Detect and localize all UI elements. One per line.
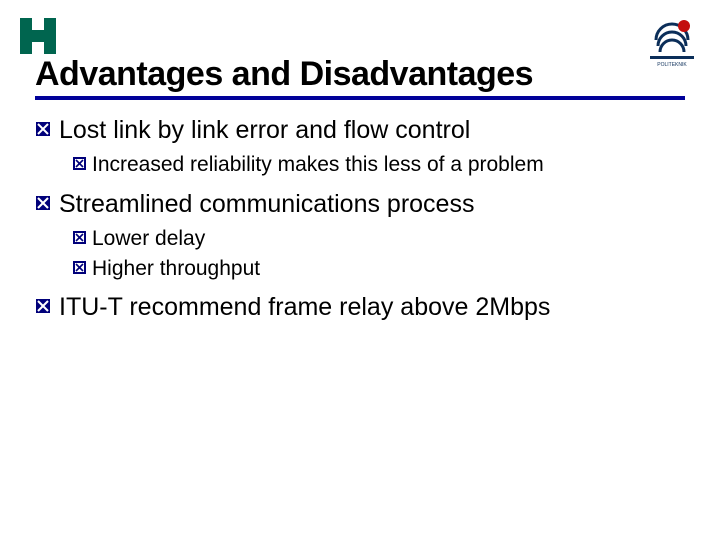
- page-title: Advantages and Disadvantages: [35, 55, 685, 100]
- bullet-level-2: Higher throughput: [73, 256, 685, 282]
- bullet-group: Lost link by link error and flow control…: [35, 115, 685, 179]
- bullet-group: ITU-T recommend frame relay above 2Mbps: [35, 292, 685, 323]
- cross-square-icon: [35, 121, 51, 142]
- hollow-square-icon: [73, 231, 86, 249]
- bullet-level-1: Lost link by link error and flow control: [35, 115, 685, 146]
- bullet-text: Increased reliability makes this less of…: [92, 152, 544, 178]
- bullet-text: Streamlined communications process: [59, 189, 474, 220]
- bullet-text: Lower delay: [92, 226, 205, 252]
- bullet-level-1: Streamlined communications process: [35, 189, 685, 220]
- hollow-square-icon: [73, 261, 86, 279]
- bullet-text: Lost link by link error and flow control: [59, 115, 470, 146]
- cross-square-icon: [35, 298, 51, 319]
- bullet-level-2: Increased reliability makes this less of…: [73, 152, 685, 178]
- bullet-text: ITU-T recommend frame relay above 2Mbps: [59, 292, 550, 323]
- cross-square-icon: [35, 195, 51, 216]
- bullet-text: Higher throughput: [92, 256, 260, 282]
- bullet-level-1: ITU-T recommend frame relay above 2Mbps: [35, 292, 685, 323]
- content-area: Lost link by link error and flow control…: [35, 115, 685, 334]
- bullet-group: Streamlined communications process Lower…: [35, 189, 685, 283]
- hollow-square-icon: [73, 157, 86, 175]
- logo-left: [20, 18, 62, 59]
- bullet-level-2: Lower delay: [73, 226, 685, 252]
